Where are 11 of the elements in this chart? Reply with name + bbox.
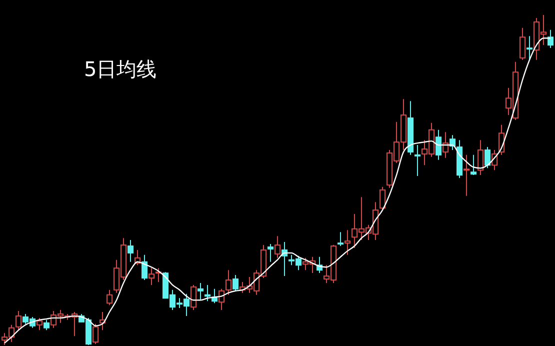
candlestick [478, 140, 484, 176]
candlestick [464, 154, 470, 196]
candlestick [344, 230, 350, 256]
text: 5日均线 [84, 56, 157, 83]
candlestick [414, 144, 420, 177]
candlestick [436, 129, 442, 160]
candlestick [442, 132, 448, 158]
candlestick [198, 282, 204, 301]
candlestick [128, 240, 134, 262]
candlestick [148, 268, 154, 286]
candlestick [526, 36, 532, 60]
